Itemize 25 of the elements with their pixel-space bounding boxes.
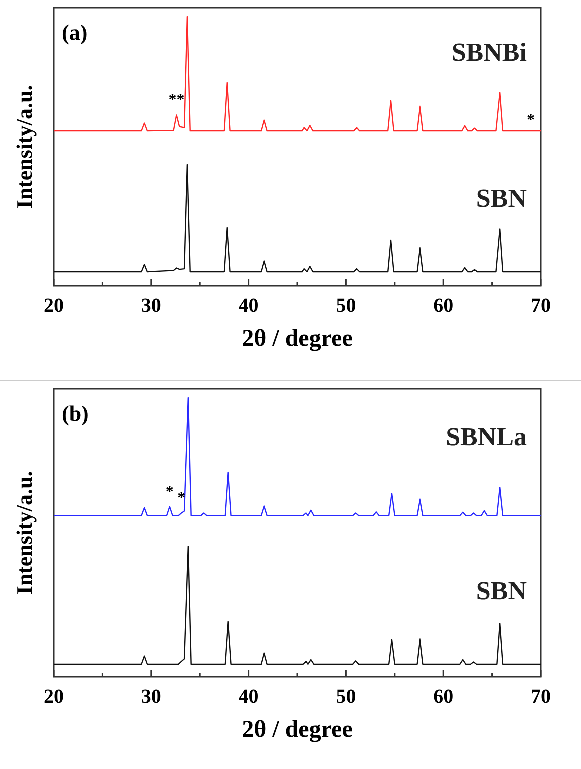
x-axis-title: 2θ / degree <box>242 717 354 743</box>
x-tick-label: 30 <box>141 295 162 317</box>
x-tick-label: 70 <box>531 295 551 317</box>
x-tick-label: 70 <box>531 686 551 708</box>
x-tick-label: 40 <box>238 686 259 708</box>
series-label: SBN <box>476 576 528 606</box>
chart-title: (b) <box>62 401 89 426</box>
x-tick-label: 20 <box>44 686 64 708</box>
x-tick-label: 20 <box>44 295 64 317</box>
x-tick-label: 50 <box>336 295 356 317</box>
annotation: * <box>166 484 174 501</box>
x-tick-label: 60 <box>434 295 454 317</box>
x-tick-label: 50 <box>336 686 356 708</box>
series-label: SBN <box>476 184 528 214</box>
x-tick-label: 40 <box>238 295 259 317</box>
x-tick-label: 60 <box>434 686 454 708</box>
annotation: * <box>527 112 535 130</box>
series-label: SBNBi <box>452 38 527 68</box>
y-axis-title: Intensity/a.u. <box>12 471 37 595</box>
x-axis-title: 2θ / degree <box>242 326 354 352</box>
x-tick-label: 30 <box>141 686 162 708</box>
series-label: SBNLa <box>446 422 527 452</box>
annotation: ** <box>168 92 185 110</box>
y-axis-title: Intensity/a.u. <box>12 85 37 209</box>
chart-title: (a) <box>62 20 88 45</box>
